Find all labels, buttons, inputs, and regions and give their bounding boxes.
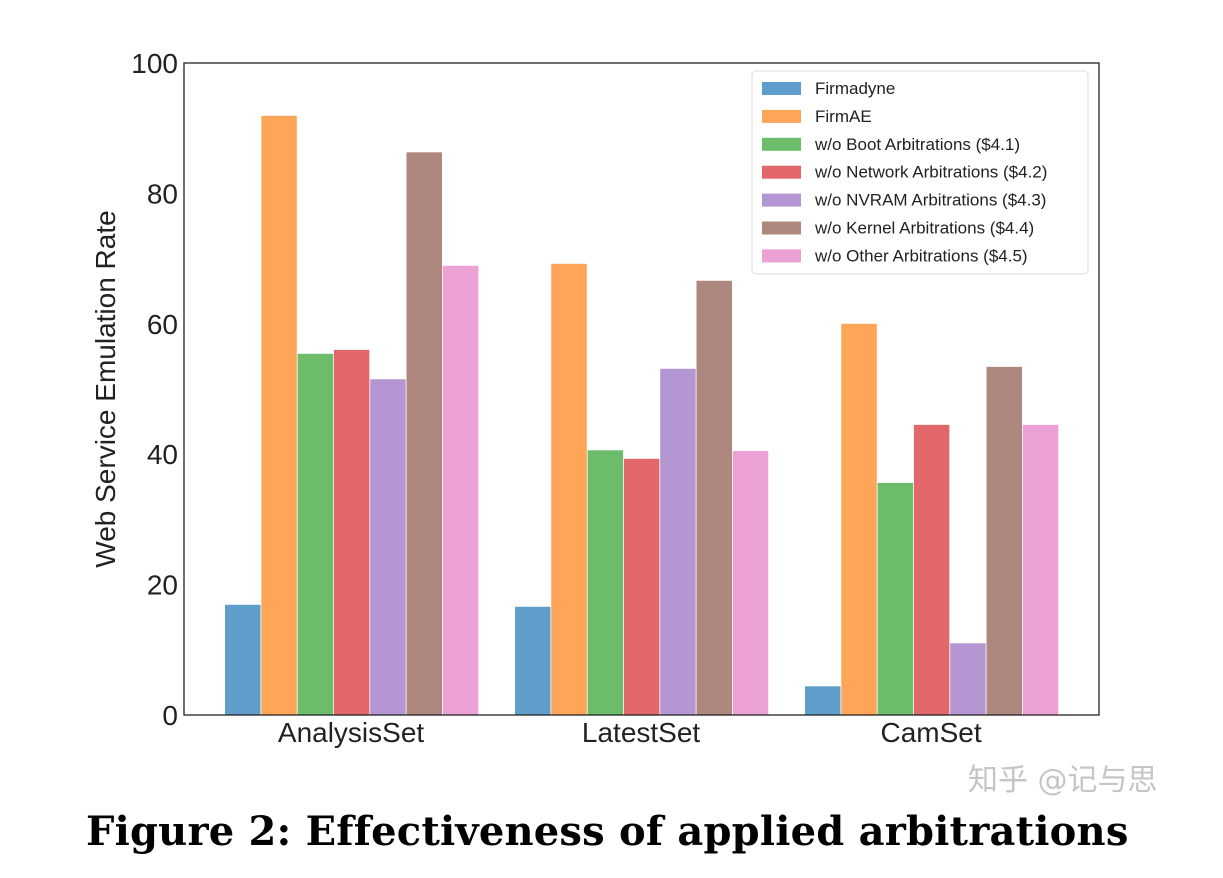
x-tick-label: CamSet [880, 717, 981, 748]
bar-CamSet-4 [950, 643, 986, 715]
bar-CamSet-5 [986, 366, 1022, 715]
x-tick-label: LatestSet [582, 717, 701, 748]
legend-label: w/o NVRAM Arbitrations ($4.3) [814, 191, 1046, 210]
bar-CamSet-3 [913, 424, 950, 715]
bar-AnalysisSet-5 [406, 152, 442, 716]
bar-LatestSet-6 [732, 450, 769, 715]
x-tick-label: AnalysisSet [278, 717, 425, 748]
bar-AnalysisSet-0 [225, 604, 261, 715]
legend-swatch-0 [762, 82, 801, 95]
bar-LatestSet-4 [660, 368, 696, 715]
y-axis-label: Web Service Emulation Rate [90, 210, 121, 567]
plot-frame [183, 62, 1100, 716]
bar-AnalysisSet-6 [442, 265, 479, 715]
bar-CamSet-2 [877, 482, 914, 715]
bar-AnalysisSet-1 [261, 115, 297, 715]
legend-label: Firmadyne [815, 79, 895, 98]
y-tick-label: 20 [147, 570, 178, 601]
bar-CamSet-6 [1022, 424, 1059, 715]
legend-label: w/o Boot Arbitrations ($4.1) [814, 135, 1020, 154]
bar-chart: 0 20 40 60 80 100 AnalysisSet LatestSet CamSet We… [90, 48, 1100, 748]
y-tick-label: 60 [147, 309, 178, 340]
bar-AnalysisSet-3 [333, 349, 370, 715]
y-tick-label: 80 [147, 178, 178, 209]
legend-label: w/o Kernel Arbitrations ($4.4) [814, 219, 1034, 238]
legend-swatch-5 [762, 221, 801, 235]
legend-label: FirmAE [815, 107, 872, 126]
legend-box [751, 70, 1089, 275]
y-tick-label: 40 [147, 439, 178, 470]
bar-LatestSet-5 [696, 280, 732, 715]
legend-swatch-3 [762, 165, 801, 179]
watermark: 知乎 @记与思 [968, 763, 1158, 798]
bar-CamSet-0 [805, 686, 841, 715]
bar-LatestSet-0 [515, 606, 551, 715]
figure-caption: Figure 2: Effectiveness of applied arbit… [86, 808, 1129, 855]
legend-swatch-4 [762, 193, 801, 207]
bar-LatestSet-3 [623, 458, 660, 715]
bar-LatestSet-1 [551, 263, 587, 715]
legend-swatch-6 [762, 249, 801, 263]
bar-CamSet-1 [841, 323, 877, 715]
legend-swatch-2 [762, 137, 801, 151]
legend-label: w/o Network Arbitrations ($4.2) [814, 163, 1047, 182]
y-tick-label: 100 [131, 48, 178, 79]
bar-AnalysisSet-2 [297, 353, 334, 715]
bar-LatestSet-2 [587, 450, 624, 715]
legend-label: w/o Other Arbitrations ($4.5) [814, 246, 1028, 265]
y-tick-label: 0 [162, 700, 178, 731]
legend-swatch-1 [762, 109, 801, 123]
bar-AnalysisSet-4 [370, 379, 406, 715]
